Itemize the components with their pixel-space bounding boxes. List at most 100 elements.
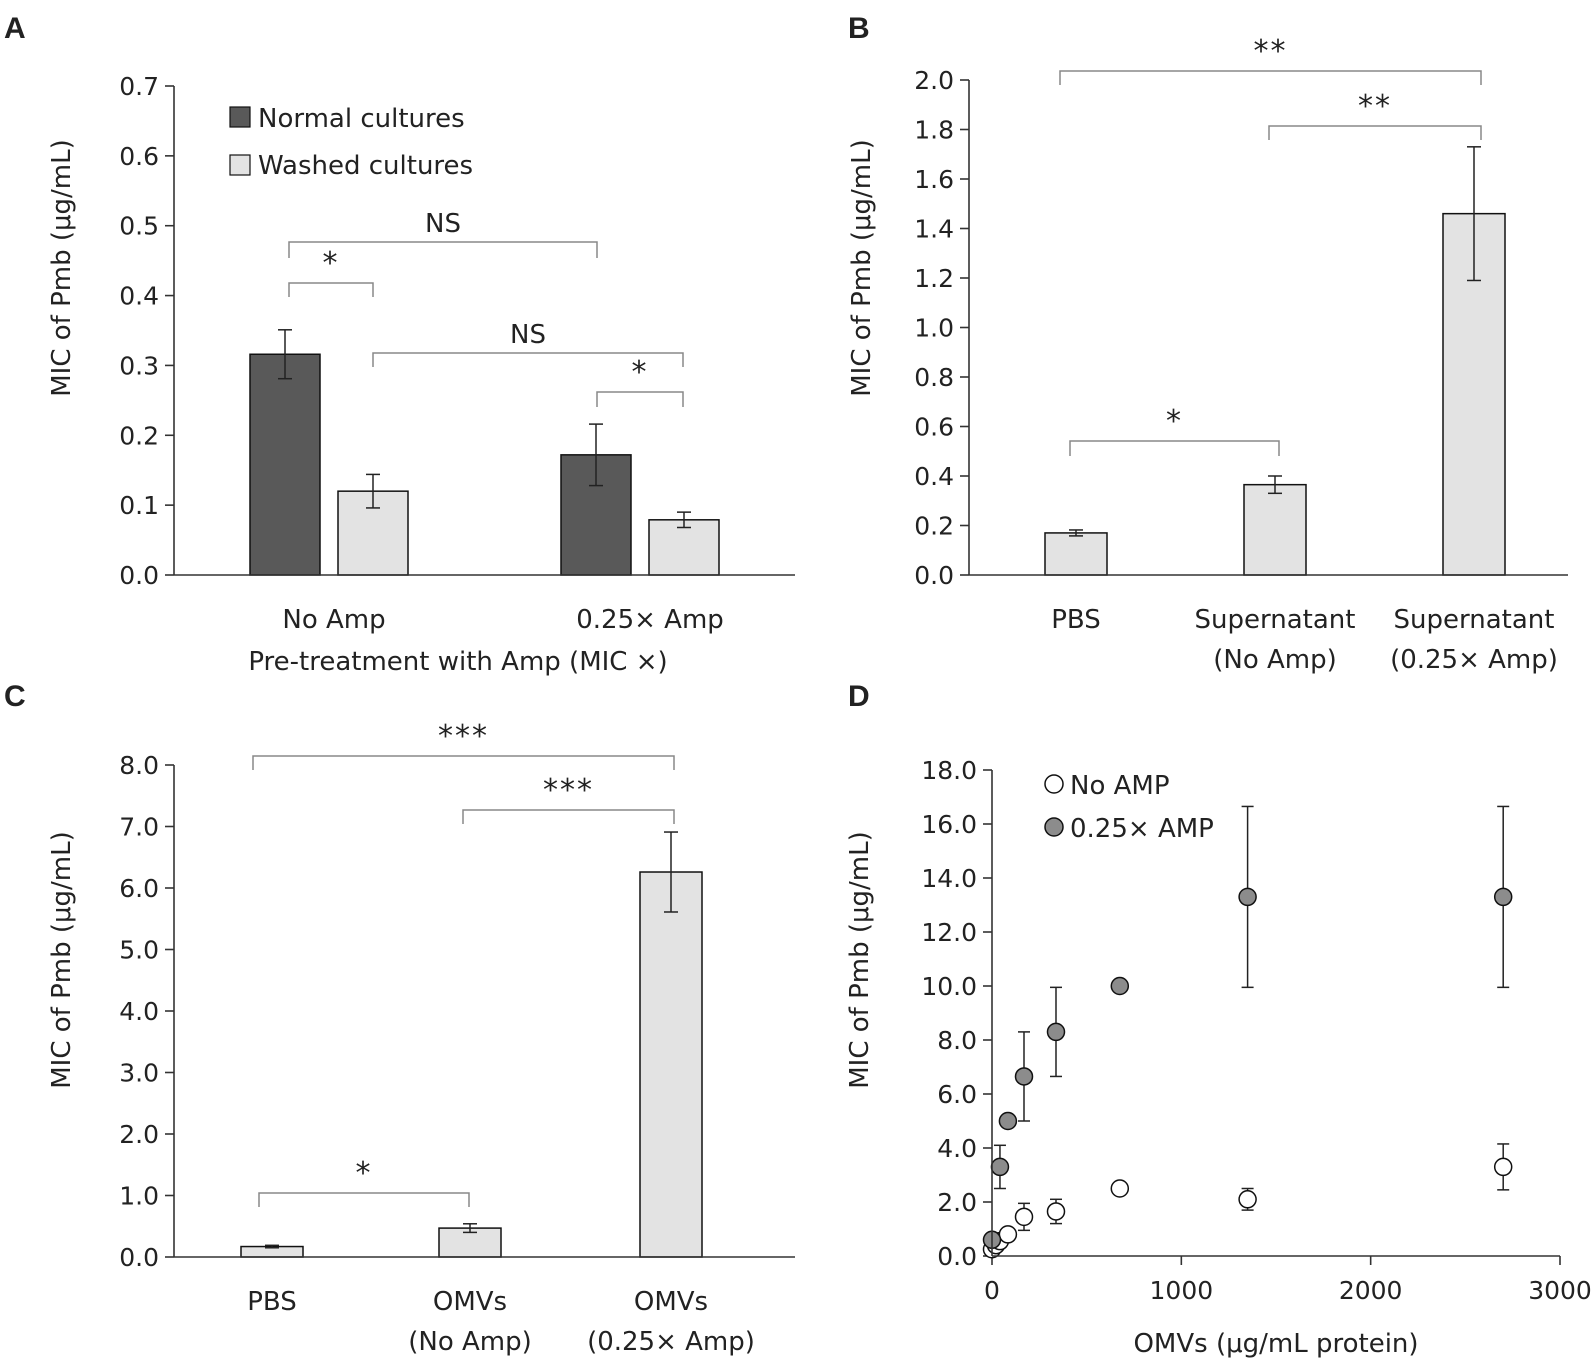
panel-d-y-ticks: 0.0 2.0 4.0 6.0 8.0 10.0 12.0 14.0 16.0 18.0 (921, 756, 992, 1271)
panel-b-y-tick-label: 1.8 (914, 116, 954, 145)
panel-a-bar (648, 519, 720, 576)
panel-b-y-tick-label: 2.0 (914, 66, 954, 95)
panel-a-y-tick-label: 0.0 (119, 561, 159, 590)
panel-c-y-axis-title: MIC of Pmb (μg/mL) (47, 831, 77, 1089)
panel-c-y-tick-label: 6.0 (119, 874, 159, 903)
panel-c-y-tick-label: 0.0 (119, 1243, 159, 1272)
panel-c-significance-label: *** (543, 773, 594, 808)
panel-d-y-tick-label: 6.0 (937, 1080, 977, 1109)
panel-a-y-tick-label: 0.1 (119, 491, 159, 520)
panel-d-point-no-amp (1238, 1190, 1257, 1209)
panel-d-point-025-amp (1014, 1067, 1034, 1086)
panel-a-significance-label: * (323, 246, 340, 281)
panel-c-y-ticks: 0.0 1.0 2.0 3.0 4.0 5.0 6.0 7.0 8.0 (119, 751, 174, 1272)
panel-b-category-label: Supernatant (1195, 605, 1356, 635)
panel-c-significance-label: * (356, 1156, 373, 1191)
panel-d-x-ticks: 0 1000 2000 3000 (984, 1256, 1592, 1305)
panel-c-letter: C (4, 680, 26, 713)
panel-b-bar (1243, 483, 1307, 576)
panel-b-y-tick-label: 1.0 (914, 314, 954, 343)
panel-b-y-tick-label: 1.6 (914, 165, 954, 194)
panel-a-bracket (372, 352, 684, 367)
legend-marker-025-amp (1044, 817, 1064, 837)
panel-d-y-tick-label: 8.0 (937, 1026, 977, 1055)
legend-swatch-washed (229, 154, 251, 176)
panel-b-y-axis-title: MIC of Pmb (μg/mL) (847, 139, 877, 397)
panel-b-y-tick-label: 1.4 (914, 215, 954, 244)
panel-d-point-025-amp (998, 1111, 1018, 1131)
panel-b-significance-label: ** (1358, 89, 1392, 124)
panel-b-y-tick-label: 0.6 (914, 413, 954, 442)
panel-c-bracket (258, 1192, 470, 1207)
panel-c-significance: ******* (252, 719, 675, 1207)
panel-a-bracket (596, 391, 684, 407)
panel-c-category-label: (0.25× Amp) (587, 1327, 755, 1357)
panel-a-legend: Normal cultures Washed cultures (229, 104, 473, 181)
panel-c-y-tick-label: 4.0 (119, 997, 159, 1026)
panel-a-y-tick-label: 0.4 (119, 282, 159, 311)
panel-a-x-axis-title: Pre-treatment with Amp (MIC ×) (248, 647, 667, 677)
panel-b-category-label: PBS (1051, 605, 1101, 635)
panel-b-y-tick-label: 0.4 (914, 462, 954, 491)
panel-c-y-tick-label: 1.0 (119, 1182, 159, 1211)
panel-a-y-tick-label: 0.3 (119, 351, 159, 380)
panel-c-bracket (462, 809, 675, 824)
panel-b-category-label: Supernatant (1394, 605, 1555, 635)
panel-c-y-tick-label: 5.0 (119, 936, 159, 965)
panel-a-bracket (288, 282, 374, 297)
panel-d-y-tick-label: 2.0 (937, 1188, 977, 1217)
panel-d-x-tick-label: 0 (984, 1276, 1000, 1305)
panel-c-bracket (252, 755, 675, 770)
panel-d-point-no-amp (1014, 1207, 1034, 1227)
panel-d-point-025-amp (1110, 976, 1130, 996)
panel-a-y-tick-label: 0.7 (119, 72, 159, 101)
panel-b-bracket (1059, 70, 1482, 85)
legend-marker-no-amp (1044, 774, 1064, 794)
panel-c: C 0.01.02.03.04.05.06.07.08.0 ******* PB… (4, 680, 795, 1357)
panel-b-category-label: (0.25× Amp) (1390, 645, 1558, 675)
panel-d-point-no-amp (1046, 1202, 1066, 1221)
legend-label-normal: Normal cultures (258, 104, 465, 134)
panel-c-bar (639, 871, 703, 1258)
panel-b-y-tick-label: 0.2 (914, 512, 954, 541)
panel-d-y-tick-label: 0.0 (937, 1242, 977, 1271)
panel-a-category-label: No Amp (282, 605, 385, 635)
panel-a-significance-label: NS (425, 209, 461, 239)
panel-b-bars (1044, 146, 1506, 576)
panel-d-x-axis-title: OMVs (μg/mL protein) (1133, 1329, 1418, 1359)
panel-a-bracket (288, 241, 598, 258)
panel-d-x-tick-label: 1000 (1150, 1276, 1214, 1305)
panel-d-point-025-amp (1493, 887, 1513, 907)
panel-a: A 0.0 0.1 0.2 0.3 0.4 0.5 0.6 0.7 NS * NS * No Amp… (4, 12, 795, 677)
panel-d-point-no-amp (1110, 1179, 1130, 1198)
panel-d-y-tick-label: 4.0 (937, 1134, 977, 1163)
panel-d-letter: D (848, 680, 870, 713)
panel-c-bars (240, 831, 703, 1258)
panel-b-letter: B (848, 12, 870, 45)
panel-b: B 0.00.20.40.60.81.01.21.41.61.82.0 ****… (847, 12, 1568, 675)
panel-a-y-tick-label: 0.5 (119, 212, 159, 241)
panel-a-bar (249, 353, 321, 576)
panel-d-y-tick-label: 18.0 (921, 756, 977, 785)
panel-d-points (982, 805, 1513, 1259)
panel-d-x-tick-label: 2000 (1339, 1276, 1403, 1305)
panel-d-x-tick-label: 3000 (1528, 1276, 1592, 1305)
panel-d-point-025-amp (1046, 1022, 1066, 1042)
panel-c-category-label: OMVs (433, 1287, 507, 1317)
panel-b-category-label: (No Amp) (1213, 645, 1337, 675)
panel-b-y-tick-label: 1.2 (914, 264, 954, 293)
panel-a-y-ticks: 0.0 0.1 0.2 0.3 0.4 0.5 0.6 0.7 (119, 72, 174, 590)
panel-c-category-label: OMVs (634, 1287, 708, 1317)
panel-c-y-tick-label: 7.0 (119, 813, 159, 842)
panel-c-category-label: PBS (247, 1287, 297, 1317)
panel-d-y-tick-label: 12.0 (921, 918, 977, 947)
panel-d-y-tick-label: 16.0 (921, 810, 977, 839)
panel-a-letter: A (4, 12, 26, 45)
panel-b-y-ticks: 0.0 0.2 0.4 0.6 0.8 1.0 1.2 1.4 1.6 1.8 2.0 (914, 66, 969, 590)
panel-d-legend: No AMP 0.25× AMP (1044, 771, 1214, 844)
panel-d-y-axis-title: MIC of Pmb (μg/mL) (845, 831, 875, 1089)
panel-d-point-no-amp (1493, 1157, 1513, 1177)
panel-d-point-no-amp (998, 1225, 1018, 1244)
legend-swatch-normal (229, 106, 251, 128)
